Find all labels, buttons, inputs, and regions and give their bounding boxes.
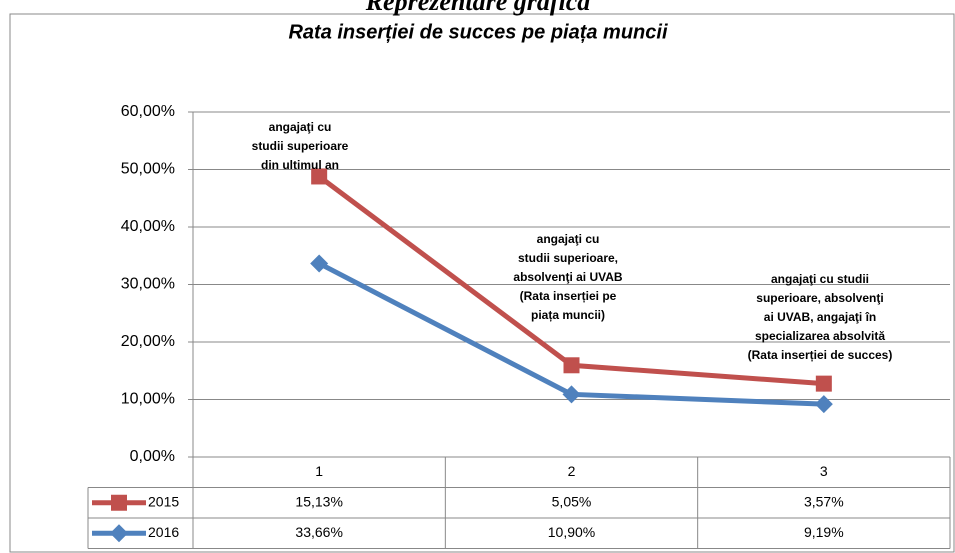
table-value: 5,05%: [552, 493, 592, 509]
y-tick-label: 0,00%: [130, 448, 175, 465]
heading: Reprezentare grafică: [365, 0, 591, 16]
annotation: angajaţi cu: [269, 120, 332, 134]
y-tick-label: 40,00%: [121, 218, 175, 235]
annotation: (Rata inserției de succes): [748, 348, 893, 362]
marker: [310, 254, 329, 273]
table-value: 10,90%: [548, 524, 595, 540]
x-tick-label: 2: [568, 463, 576, 479]
y-tick-label: 50,00%: [121, 161, 175, 178]
x-tick-label: 1: [315, 463, 323, 479]
marker: [815, 375, 832, 392]
table-value: 9,19%: [804, 524, 844, 540]
legend-label: 2016: [148, 524, 179, 540]
annotation: angajaţi cu studii: [771, 272, 869, 286]
table-value: 15,13%: [295, 493, 342, 509]
table-value: 33,66%: [295, 524, 342, 540]
x-tick-label: 3: [820, 463, 828, 479]
annotation: ai UVAB, angajaţi în: [764, 310, 876, 324]
marker: [562, 385, 581, 404]
legend-marker: [111, 494, 127, 511]
annotation: (Rata inserției pe: [520, 289, 617, 303]
annotation: studii superioare,: [518, 251, 618, 265]
annotation: studii superioare: [252, 139, 349, 153]
annotation: specializarea absolvită: [755, 329, 885, 343]
annotation: angajaţi cu: [537, 232, 600, 246]
y-tick-label: 60,00%: [121, 103, 175, 120]
annotation: din ultimul an: [261, 158, 339, 172]
chart-title: Rata inserției de succes pe piața muncii: [288, 21, 667, 43]
annotation: absolvenţi ai UVAB: [513, 270, 622, 284]
table-value: 3,57%: [804, 493, 844, 509]
marker: [814, 395, 833, 414]
legend-label: 2015: [148, 493, 179, 509]
legend-marker: [110, 524, 128, 543]
annotation: piața muncii): [531, 308, 605, 322]
marker: [563, 357, 580, 374]
annotation: superioare, absolvenţi: [756, 291, 883, 305]
y-tick-label: 20,00%: [121, 333, 175, 350]
marker: [311, 168, 328, 185]
y-tick-label: 30,00%: [121, 276, 175, 293]
y-tick-label: 10,00%: [121, 391, 175, 408]
chart-frame: [9, 13, 955, 553]
